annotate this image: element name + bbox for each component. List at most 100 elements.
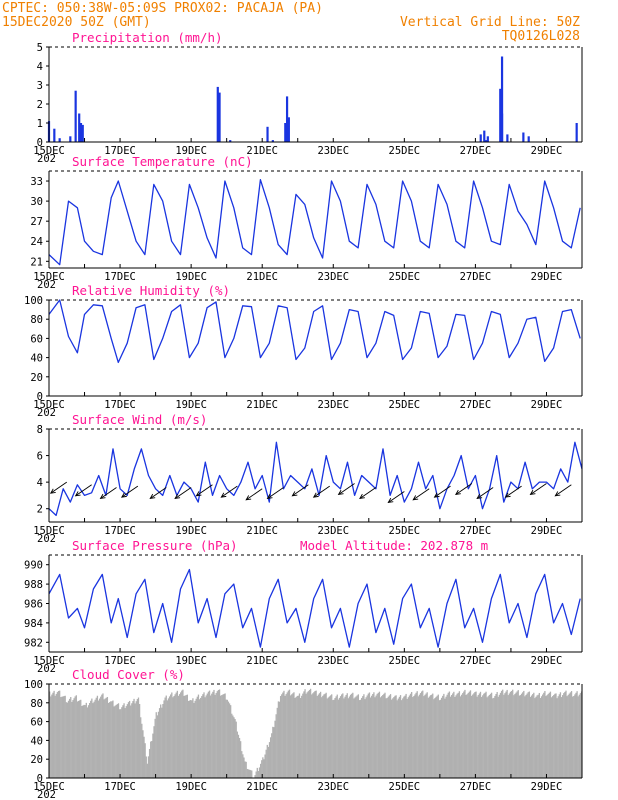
- cloud-bar: [332, 700, 334, 778]
- cloud-bar: [446, 694, 448, 778]
- cloud-bar: [262, 757, 264, 778]
- panel-pres: Surface Pressure (hPa) Model Altitude: 20…: [24, 538, 583, 675]
- wind-arrow-head: [454, 489, 461, 496]
- cloud-bar: [96, 695, 99, 778]
- cloud-bar: [357, 694, 360, 778]
- cloud-bar: [255, 771, 257, 778]
- cloud-bar: [344, 696, 346, 778]
- cloud-bar: [277, 701, 280, 778]
- cloud-bar: [555, 693, 557, 778]
- precip-bar: [484, 140, 488, 142]
- wind-arrow: [434, 485, 451, 498]
- cloud-bar: [579, 693, 582, 778]
- cloud-bar: [251, 770, 253, 778]
- cloud-bar: [93, 701, 95, 778]
- cloud-bar: [258, 767, 261, 778]
- cloud-bar: [297, 695, 300, 778]
- cloud-bar: [554, 693, 556, 778]
- cloud-bar: [553, 694, 555, 778]
- cloud-bar: [285, 694, 287, 778]
- cloud-bar: [275, 714, 277, 778]
- wind-arrow-head: [266, 493, 273, 500]
- cloud-bar: [480, 696, 483, 778]
- cloud-bar: [184, 695, 186, 778]
- x-tick-label: 21DEC: [246, 271, 278, 283]
- x-tick-label: 29DEC: [531, 781, 563, 793]
- wind-arrow: [196, 484, 213, 497]
- precip-bar: [74, 90, 77, 142]
- cloud-bar: [215, 692, 217, 778]
- cloud-bar: [298, 693, 301, 778]
- x-tick-label: 23DEC: [317, 655, 349, 667]
- cloud-bar: [73, 698, 75, 778]
- y-tick-label: 80: [30, 314, 43, 326]
- cloud-bar: [568, 693, 570, 778]
- cloud-bar: [549, 691, 552, 778]
- cloud-bar: [404, 695, 406, 778]
- cloud-bar: [358, 700, 361, 778]
- cloud-bar: [366, 695, 368, 778]
- cloud-bar: [231, 713, 233, 778]
- cloud-bar: [81, 705, 83, 778]
- x-tick-label: 15DEC: [33, 525, 65, 537]
- x-tick-label: 17DEC: [104, 271, 136, 283]
- cloud-bar: [152, 733, 154, 778]
- cloud-bar: [124, 708, 126, 778]
- y-tick-label: 3: [37, 80, 43, 92]
- cloud-bar: [430, 694, 433, 778]
- x-tick-label: 23DEC: [317, 525, 349, 537]
- y-tick-label: 60: [30, 717, 43, 729]
- cloud-bar: [500, 690, 503, 778]
- cloud-bar: [293, 692, 295, 778]
- cloud-bar: [266, 744, 268, 778]
- cloud-bar: [450, 695, 453, 778]
- cloud-bar: [520, 693, 523, 778]
- cloud-bar: [546, 695, 548, 778]
- cloud-bar: [343, 698, 345, 778]
- cloud-bar: [444, 698, 446, 778]
- cloud-bar: [477, 695, 479, 778]
- cloud-bar: [482, 695, 484, 778]
- cloud-bar: [349, 694, 352, 778]
- cloud-bar: [232, 715, 234, 778]
- cloud-bar: [236, 731, 238, 778]
- cloud-bar: [86, 707, 89, 778]
- wind-arrow-head: [337, 489, 344, 496]
- cloud-bar: [182, 689, 184, 778]
- cloud-bar: [522, 692, 524, 778]
- cloud-bar: [135, 701, 137, 778]
- pres-series-line: [48, 568, 581, 648]
- x-tick-label: 27DEC: [460, 655, 492, 667]
- cloud-bar: [415, 692, 417, 778]
- cloud-bar: [510, 690, 513, 778]
- header-run-time: 15DEC2020 50Z (GMT): [2, 15, 151, 30]
- cloud-bar: [284, 695, 286, 778]
- precip-bar: [79, 123, 83, 142]
- y-tick-label: 40: [30, 735, 43, 747]
- cloud-bar: [176, 690, 179, 778]
- cloud-bar: [392, 698, 394, 778]
- cloud-bar: [414, 694, 416, 778]
- cloud-bar: [88, 702, 91, 778]
- cloud-bar: [154, 718, 156, 778]
- x-tick-label: 17DEC: [104, 525, 136, 537]
- cloud-bar: [447, 692, 449, 778]
- cloud-bar: [458, 691, 461, 778]
- x-tick-label: 29DEC: [531, 399, 563, 411]
- cloud-bar: [407, 697, 409, 778]
- cloud-bar: [509, 691, 512, 778]
- cloud-bar: [386, 697, 388, 778]
- cloud-bar: [292, 693, 294, 778]
- cloud-bar: [328, 696, 331, 778]
- cloud-bar: [406, 698, 408, 778]
- cloud-bar: [259, 763, 262, 778]
- cloud-bar: [213, 689, 215, 778]
- cloud-bar: [163, 700, 165, 778]
- cloud-bar: [373, 692, 375, 778]
- cloud-bar: [91, 698, 93, 778]
- cloud-bar: [347, 698, 350, 778]
- cloud-bar: [145, 756, 147, 778]
- panel-temp: Surface Temperature (nC) 21 24 27 30 33 15DEC 1…: [30, 154, 583, 291]
- wind-arrow-head: [149, 493, 156, 500]
- x-tick-label: 27DEC: [460, 525, 492, 537]
